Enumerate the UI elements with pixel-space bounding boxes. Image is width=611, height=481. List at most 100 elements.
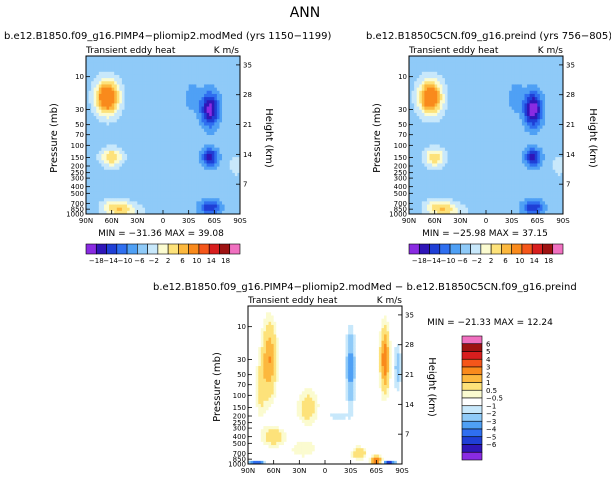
field-cell <box>470 147 474 152</box>
field-cell <box>204 62 208 66</box>
field-cell <box>170 195 174 199</box>
field-cell <box>114 100 118 104</box>
field-cell <box>116 103 120 107</box>
field-cell <box>421 191 425 196</box>
field-cell <box>473 144 477 149</box>
field-cell <box>432 191 436 196</box>
field-cell <box>229 128 233 133</box>
field-cell <box>455 210 459 215</box>
field-cell <box>198 153 202 158</box>
field-cell <box>88 116 92 120</box>
field-cell <box>506 59 510 63</box>
field-cell <box>193 198 197 202</box>
field-cell <box>175 179 179 183</box>
field-cell <box>493 56 497 60</box>
field-cell <box>109 185 113 190</box>
field-cell <box>473 204 477 209</box>
field-cell <box>88 135 92 139</box>
field-cell <box>421 166 425 171</box>
field-cell <box>503 68 507 73</box>
field-cell <box>216 160 220 164</box>
field-cell <box>93 198 97 202</box>
field-cell <box>170 144 174 149</box>
field-cell <box>98 131 102 136</box>
field-cell <box>416 128 420 133</box>
field-cell <box>145 210 148 215</box>
field-cell <box>103 210 107 215</box>
field-cell <box>88 160 92 164</box>
field-cell <box>491 81 495 85</box>
field-cell <box>196 125 200 130</box>
field-cell <box>426 138 430 142</box>
field-cell <box>224 157 228 161</box>
field-cell <box>198 109 202 114</box>
field-cell <box>150 135 154 139</box>
field-cell <box>109 56 113 60</box>
field-cell <box>234 103 238 107</box>
field-cell <box>491 176 495 180</box>
field-cell <box>498 65 502 70</box>
field-cell <box>152 153 156 158</box>
field-cell <box>475 210 479 215</box>
field-cell <box>488 150 492 155</box>
field-cell <box>229 65 233 70</box>
field-cell <box>132 125 136 130</box>
field-cell <box>455 141 459 145</box>
field-cell <box>503 150 507 155</box>
field-cell <box>198 135 202 139</box>
field-cell <box>163 163 166 167</box>
field-cell <box>470 103 474 107</box>
field-cell <box>424 163 428 167</box>
field-cell <box>124 207 128 212</box>
field-cell <box>201 201 205 205</box>
field-cell <box>180 100 184 104</box>
panel-1: b.e12.B1850.f09_g16.PIMP4−pliomip2.modMe… <box>4 31 331 265</box>
field-cell <box>121 150 125 155</box>
field-cell <box>211 106 215 111</box>
field-cell <box>157 207 161 212</box>
field-cell <box>227 141 231 145</box>
field-cell <box>121 87 125 92</box>
field-cell <box>452 87 456 92</box>
field-cell <box>116 119 120 123</box>
field-cell <box>424 119 428 123</box>
field-cell <box>111 201 115 205</box>
field-cell <box>468 62 471 66</box>
field-cell <box>503 81 507 85</box>
field-cell <box>460 204 464 209</box>
field-cell <box>186 207 190 212</box>
field-cell <box>455 138 459 142</box>
field-cell <box>150 56 154 60</box>
field-cell <box>91 125 95 130</box>
field-cell <box>496 195 500 199</box>
field-cell <box>142 185 146 190</box>
field-cell <box>204 147 208 152</box>
field-cell <box>496 147 500 152</box>
field-cell <box>480 153 484 158</box>
field-cell <box>124 128 128 133</box>
field-cell <box>106 93 110 98</box>
field-cell <box>432 157 436 161</box>
field-cell <box>116 62 120 66</box>
field-cell <box>198 157 202 161</box>
field-cell <box>437 163 441 167</box>
field-cell <box>147 153 151 158</box>
field-cell <box>424 106 428 111</box>
field-cell <box>180 128 184 133</box>
field-cell <box>432 188 436 193</box>
field-cell <box>429 87 433 92</box>
field-cell <box>88 109 92 114</box>
field-cell <box>219 71 223 76</box>
field-cell <box>103 144 107 149</box>
field-cell <box>139 147 143 152</box>
field-cell <box>134 100 138 104</box>
field-cell <box>109 153 113 158</box>
field-cell <box>204 106 208 111</box>
field-cell <box>157 122 161 126</box>
field-cell <box>462 122 466 126</box>
field-cell <box>211 191 215 196</box>
field-cell <box>96 166 100 171</box>
field-cell <box>429 185 433 190</box>
field-cell <box>419 172 423 177</box>
